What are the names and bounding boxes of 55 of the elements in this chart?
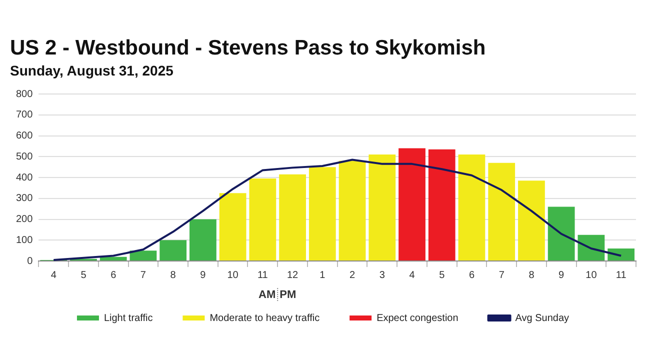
text: AM — [258, 289, 276, 302]
x-tick-label: 11 — [616, 270, 627, 281]
bar — [488, 162, 516, 260]
x-tick-label: 10 — [227, 270, 239, 281]
x-tick-label: 9 — [200, 270, 206, 281]
y-tick-label: 700 — [16, 110, 34, 121]
legend-label: Expect congestion — [376, 312, 458, 324]
x-tick-label: 6 — [468, 270, 475, 281]
bar — [279, 174, 306, 260]
bar — [338, 160, 366, 260]
x-tick-label: 11 — [257, 270, 268, 281]
bar — [428, 149, 456, 260]
bar — [130, 250, 157, 260]
chart-subtitle: Sunday, August 31, 2025 — [10, 62, 174, 78]
y-tick-label: 200 — [16, 214, 34, 225]
x-tick-label: 8 — [528, 270, 535, 281]
x-tick-label: 7 — [498, 270, 505, 281]
x-tick-label: 2 — [349, 270, 356, 281]
bar — [458, 154, 486, 260]
y-tick-label: 800 — [16, 88, 34, 100]
bar — [160, 240, 187, 260]
y-tick-label: 500 — [16, 151, 34, 162]
legend-label: Moderate to heavy traffic — [210, 312, 320, 324]
legend-label: Avg Sunday — [515, 312, 570, 324]
y-tick-label: 0 — [27, 256, 34, 267]
x-tick-label: 5 — [439, 270, 446, 281]
x-tick-label: 3 — [379, 270, 386, 281]
bar — [368, 154, 396, 260]
bar — [578, 234, 605, 260]
x-tick-label: 7 — [140, 270, 146, 281]
x-tick-label: 5 — [80, 270, 87, 281]
y-tick-label: 100 — [16, 234, 34, 246]
x-tick-label: 6 — [110, 270, 117, 281]
bar — [308, 167, 336, 260]
bar — [219, 193, 246, 260]
bar — [548, 206, 575, 260]
bar — [398, 148, 426, 260]
x-tick-label: 4 — [50, 270, 57, 281]
bar — [249, 178, 276, 260]
bar — [190, 219, 216, 260]
x-tick-label: 1 — [320, 270, 326, 281]
text: PM — [280, 289, 296, 302]
legend-label: Light traffic — [104, 312, 153, 324]
x-tick-label: 4 — [409, 270, 416, 281]
bar — [100, 256, 127, 260]
x-tick-label: 10 — [586, 270, 598, 281]
x-tick-label: 12 — [286, 270, 299, 281]
chart-title: US 2 - Westbound - Stevens Pass to Skykomish — [10, 36, 486, 60]
x-tick-label: 9 — [558, 270, 565, 281]
y-tick-label: 600 — [16, 130, 34, 142]
bar — [518, 180, 545, 260]
y-tick-label: 300 — [16, 193, 34, 204]
y-tick-label: 400 — [16, 172, 34, 184]
x-tick-label: 8 — [170, 270, 176, 281]
bar — [608, 248, 635, 260]
